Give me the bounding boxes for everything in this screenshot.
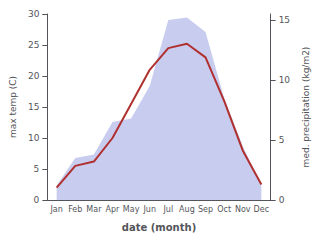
- svg-text:0: 0: [34, 195, 40, 205]
- svg-text:15: 15: [28, 102, 39, 112]
- svg-text:date (month): date (month): [122, 222, 196, 233]
- svg-text:10: 10: [279, 75, 291, 85]
- svg-text:Nov: Nov: [235, 205, 251, 214]
- svg-text:Apr: Apr: [106, 205, 121, 214]
- svg-text:med. precipitation (kg/m2): med. precipitation (kg/m2): [301, 47, 311, 168]
- svg-text:Jun: Jun: [142, 205, 156, 214]
- svg-text:Aug: Aug: [179, 205, 195, 214]
- svg-text:15: 15: [279, 15, 290, 25]
- svg-text:25: 25: [28, 40, 39, 50]
- svg-text:Feb: Feb: [68, 205, 82, 214]
- svg-text:20: 20: [28, 71, 40, 81]
- svg-text:Sep: Sep: [198, 205, 213, 214]
- svg-text:10: 10: [28, 133, 40, 143]
- svg-text:0: 0: [279, 195, 285, 205]
- svg-text:Jul: Jul: [162, 205, 173, 214]
- svg-text:Oct: Oct: [217, 205, 231, 214]
- svg-text:May: May: [123, 205, 140, 214]
- svg-text:Dec: Dec: [254, 205, 269, 214]
- svg-text:5: 5: [279, 135, 285, 145]
- svg-text:5: 5: [34, 164, 40, 174]
- svg-text:Mar: Mar: [86, 205, 102, 214]
- svg-text:30: 30: [28, 9, 40, 19]
- svg-text:Jan: Jan: [49, 205, 62, 214]
- svg-text:max temp (C): max temp (C): [8, 76, 18, 138]
